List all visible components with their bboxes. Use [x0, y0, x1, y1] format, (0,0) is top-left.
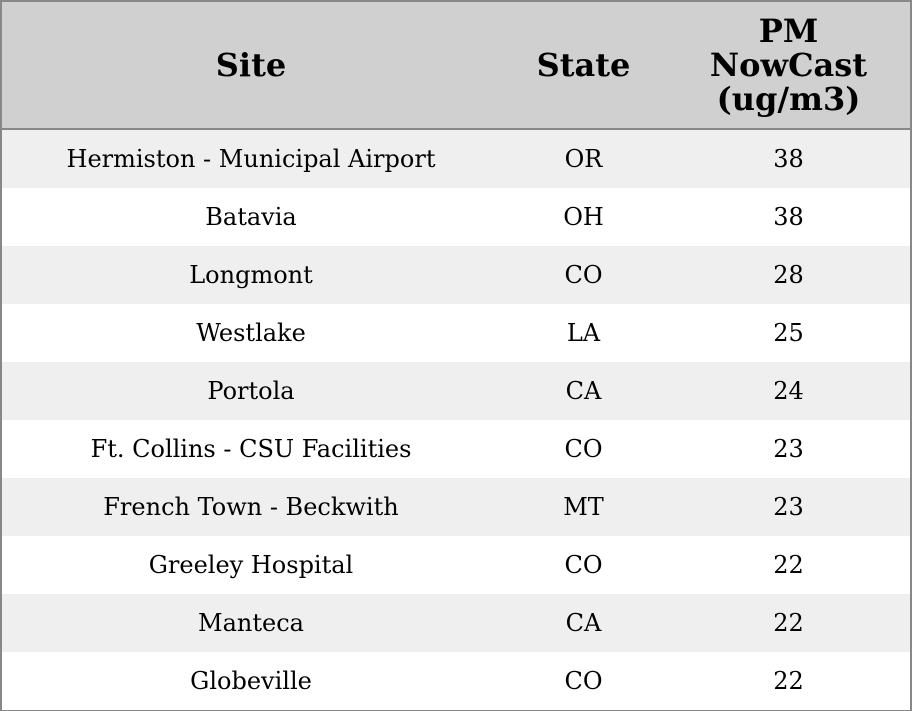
table-row: Greeley Hospital CO 22 [2, 536, 910, 594]
header-cell: PM NowCast (ug/m3) [667, 2, 910, 130]
table-cell: 38 [667, 129, 910, 188]
table-cell: OH [500, 188, 667, 246]
table-cell: Batavia [2, 188, 500, 246]
table-cell: MT [500, 478, 667, 536]
table-cell: 24 [667, 362, 910, 420]
header-cell: State [500, 2, 667, 130]
table-row: Portola CA 24 [2, 362, 910, 420]
table-row: Westlake LA 25 [2, 304, 910, 362]
table-cell: Westlake [2, 304, 500, 362]
table-row: Hermiston - Municipal Airport OR 38 [2, 129, 910, 188]
table-cell: 28 [667, 246, 910, 304]
table-cell: CO [500, 652, 667, 710]
table-cell: CA [500, 594, 667, 652]
table-cell: Hermiston - Municipal Airport [2, 129, 500, 188]
table-cell: 23 [667, 420, 910, 478]
table-cell: 22 [667, 594, 910, 652]
table-row: Longmont CO 28 [2, 246, 910, 304]
table-row: Batavia OH 38 [2, 188, 910, 246]
table-row: Globeville CO 22 [2, 652, 910, 710]
table-body: Hermiston - Municipal Airport OR 38 Batavia… [2, 129, 910, 710]
table-cell: CA [500, 362, 667, 420]
table-cell: Globeville [2, 652, 500, 710]
table-cell: French Town - Beckwith [2, 478, 500, 536]
table-cell: OR [500, 129, 667, 188]
table-cell: Ft. Collins - CSU Facilities [2, 420, 500, 478]
table-cell: 25 [667, 304, 910, 362]
table-cell: CO [500, 420, 667, 478]
table-cell: 22 [667, 652, 910, 710]
header-text: State [536, 46, 631, 84]
table-row: Manteca CA 22 [2, 594, 910, 652]
header-row: Site State PM NowCast (ug/m3) [2, 2, 910, 130]
table-cell: 23 [667, 478, 910, 536]
table-cell: Portola [2, 362, 500, 420]
table-row: Ft. Collins - CSU Facilities CO 23 [2, 420, 910, 478]
table-row: French Town - Beckwith MT 23 [2, 478, 910, 536]
header-cell: Site [2, 2, 500, 130]
table-cell: Greeley Hospital [2, 536, 500, 594]
table-cell: LA [500, 304, 667, 362]
table-cell: Longmont [2, 246, 500, 304]
table-cell: CO [500, 246, 667, 304]
table-cell: 38 [667, 188, 910, 246]
table-cell: 22 [667, 536, 910, 594]
table-cell: CO [500, 536, 667, 594]
header-text: Site [215, 46, 287, 84]
table-cell: Manteca [2, 594, 500, 652]
header-text: PM NowCast (ug/m3) [709, 12, 868, 118]
